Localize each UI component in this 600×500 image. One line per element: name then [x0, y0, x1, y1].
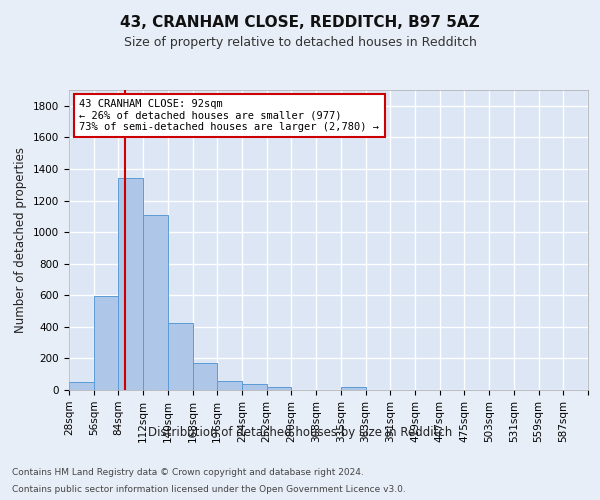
Bar — [69, 382, 94, 390]
Text: 43 CRANHAM CLOSE: 92sqm
← 26% of detached houses are smaller (977)
73% of semi-d: 43 CRANHAM CLOSE: 92sqm ← 26% of detache… — [79, 99, 379, 132]
Bar — [341, 387, 365, 390]
Bar — [143, 214, 168, 390]
Bar — [217, 380, 242, 390]
Bar — [168, 323, 193, 390]
Bar — [118, 178, 143, 390]
Text: Distribution of detached houses by size in Redditch: Distribution of detached houses by size … — [148, 426, 452, 439]
Text: 43, CRANHAM CLOSE, REDDITCH, B97 5AZ: 43, CRANHAM CLOSE, REDDITCH, B97 5AZ — [120, 15, 480, 30]
Y-axis label: Number of detached properties: Number of detached properties — [14, 147, 28, 333]
Text: Size of property relative to detached houses in Redditch: Size of property relative to detached ho… — [124, 36, 476, 49]
Bar — [267, 387, 292, 390]
Bar — [193, 363, 217, 390]
Bar — [242, 384, 267, 390]
Bar — [94, 296, 118, 390]
Text: Contains HM Land Registry data © Crown copyright and database right 2024.: Contains HM Land Registry data © Crown c… — [12, 468, 364, 477]
Text: Contains public sector information licensed under the Open Government Licence v3: Contains public sector information licen… — [12, 484, 406, 494]
